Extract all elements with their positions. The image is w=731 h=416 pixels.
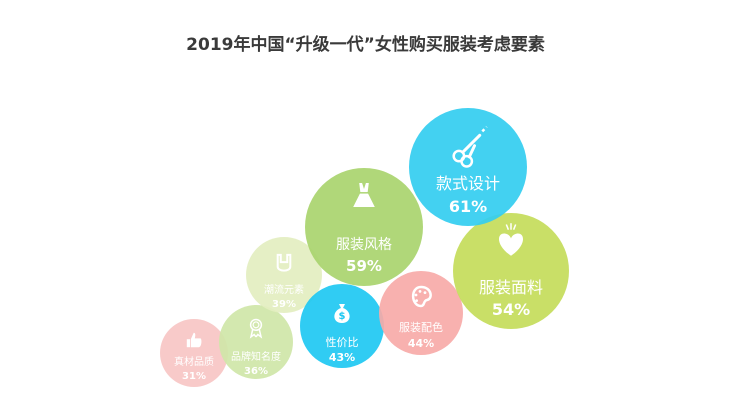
bubble-4: 服装配色 44%: [379, 271, 463, 355]
bubble-circle: [246, 237, 322, 313]
bubble-value: 59%: [346, 257, 382, 275]
bubble-label: 款式设计: [436, 174, 500, 193]
award-ribbon-icon: [249, 318, 263, 339]
money-bag-icon: $: [334, 304, 350, 323]
scissors-icon: [452, 125, 488, 168]
bubble-value: 61%: [449, 197, 487, 216]
rock-hand-icon: [276, 253, 292, 272]
bubble-8: 真材品质 31%: [160, 319, 228, 387]
bubble-label: 真材品质: [174, 355, 214, 368]
bubble-circle: [219, 305, 293, 379]
bubble-circle: [160, 319, 228, 387]
dress-icon: [353, 183, 375, 207]
bubble-value: 36%: [244, 366, 268, 377]
bubble-circle: [305, 168, 423, 286]
bubble-6: 潮流元素 39%: [246, 237, 322, 313]
bubble-label: 服装配色: [399, 320, 443, 334]
chart-title: 2019年中国“升级一代”女性购买服装考虑要素: [186, 35, 545, 55]
bubble-label: 性价比: [326, 335, 359, 349]
bubble-label: 潮流元素: [264, 283, 304, 296]
bubble-label: 品牌知名度: [231, 350, 281, 363]
bubble-value: 31%: [182, 371, 206, 382]
bubble-circle: [453, 213, 569, 329]
bubble-label: 服装面料: [479, 278, 543, 297]
heart-fabric-icon: [498, 223, 524, 256]
bubble-value: 44%: [408, 337, 434, 350]
bubble-7: 品牌知名度 36%: [219, 305, 293, 379]
svg-text:$: $: [339, 311, 346, 322]
thumbs-up-icon: [186, 332, 202, 348]
bubble-3: 服装面料 54%: [453, 213, 569, 329]
palette-icon: [411, 285, 432, 308]
bubble-2: 服装风格 59%: [305, 168, 423, 286]
bubble-circle: [379, 271, 463, 355]
bubble-value: 43%: [329, 351, 355, 364]
bubble-value: 54%: [492, 300, 530, 319]
bubble-value: 39%: [272, 299, 296, 310]
bubble-5: $ 性价比 43%: [300, 284, 384, 368]
bubble-circle: [300, 284, 384, 368]
bubble-1: 款式设计 61%: [409, 108, 527, 226]
bubble-label: 服装风格: [336, 237, 392, 253]
